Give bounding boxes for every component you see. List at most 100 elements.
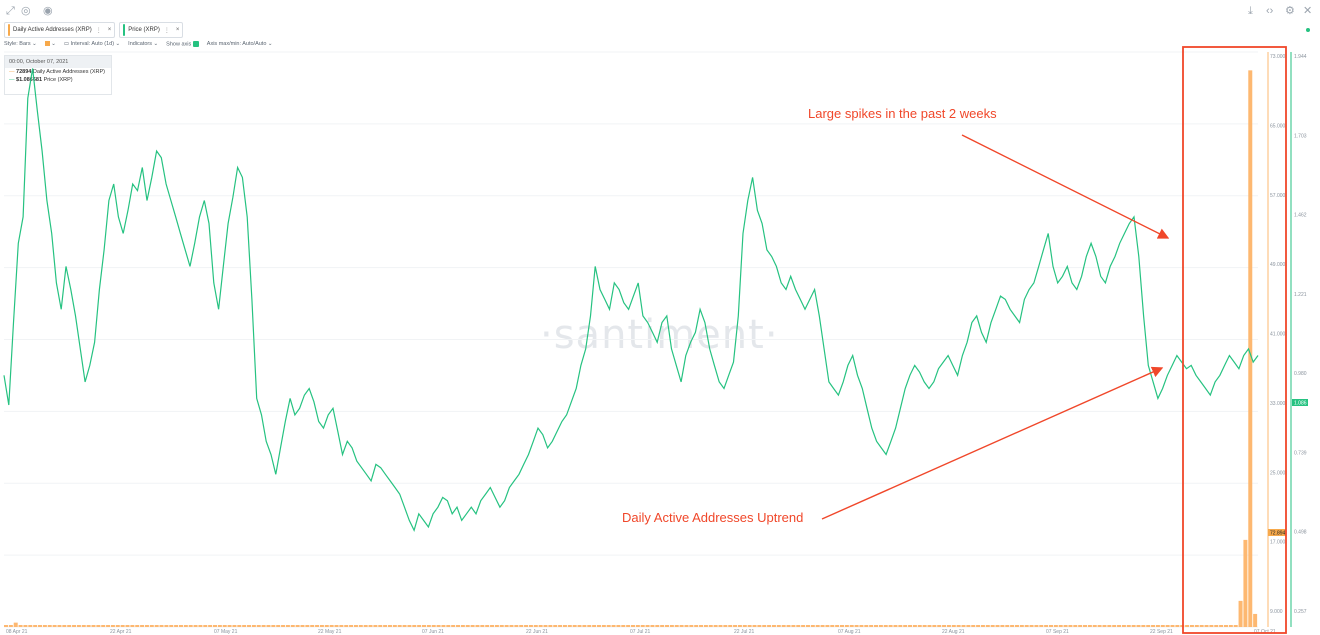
bar <box>728 625 733 627</box>
bar <box>363 625 368 627</box>
bar <box>1209 625 1214 627</box>
bar <box>339 625 344 627</box>
bar <box>47 625 52 627</box>
bar <box>543 625 548 627</box>
bar <box>261 625 266 627</box>
bar <box>23 625 28 627</box>
bar <box>81 625 86 627</box>
bar <box>101 625 106 627</box>
bar <box>524 625 529 627</box>
close-icon[interactable]: × <box>175 27 180 33</box>
eye-icon[interactable]: ◉ <box>43 5 53 17</box>
bar <box>587 625 592 627</box>
tab-price[interactable]: Price (XRP) ⋮ × <box>119 22 184 38</box>
bar <box>1058 625 1063 627</box>
bar <box>801 625 806 627</box>
bar <box>115 625 120 627</box>
bar <box>951 625 956 627</box>
bar <box>407 625 412 627</box>
bar <box>767 625 772 627</box>
bar <box>465 625 470 627</box>
bar <box>786 625 791 627</box>
bar <box>558 625 563 627</box>
interval-select[interactable]: ▭ Interval: Auto (1d) ⌄ <box>63 41 121 48</box>
legend-row-price: — $1.086681 Price (XRP) <box>5 76 111 84</box>
download-icon[interactable]: ⤓ <box>1248 5 1253 17</box>
bar <box>528 625 533 627</box>
y-right-tick-label: 1.462 <box>1294 213 1307 219</box>
bar <box>290 625 295 627</box>
bar <box>91 625 96 627</box>
bar <box>888 625 893 627</box>
more-icon[interactable]: ⋮ <box>163 27 170 34</box>
bar <box>1029 625 1034 627</box>
bar <box>149 625 154 627</box>
bar <box>1053 625 1058 627</box>
tab-daily-active-addresses[interactable]: Daily Active Addresses (XRP) ⋮ × <box>4 22 116 38</box>
bar <box>849 625 854 627</box>
annotation-uptrend: Daily Active Addresses Uptrend <box>622 510 804 525</box>
bar <box>669 625 674 627</box>
bar <box>266 625 271 627</box>
bar <box>1049 625 1053 627</box>
bar <box>106 625 111 627</box>
close-icon[interactable]: × <box>107 27 112 33</box>
bar <box>942 625 947 627</box>
bar <box>747 625 752 627</box>
bar <box>1185 625 1190 627</box>
interval-label: Interval: Auto (1d) <box>70 41 115 48</box>
legend-row-daa: — 72894 Daily Active Addresses (XRP) <box>5 68 111 76</box>
bar <box>242 625 247 627</box>
y-left-tick-label: 17.000 <box>1270 540 1286 546</box>
bar <box>713 625 718 627</box>
bar <box>1141 625 1146 627</box>
more-icon[interactable]: ⋮ <box>95 27 102 34</box>
bar <box>1117 625 1122 627</box>
axis-maxmin-select[interactable]: Axis max/min: Auto/Auto ⌄ <box>206 41 273 48</box>
bar <box>650 625 655 627</box>
bar <box>387 625 392 627</box>
indicators-label: Indicators <box>128 41 153 48</box>
gear-icon[interactable]: ⚙ <box>1285 5 1295 17</box>
bar <box>174 625 179 627</box>
bar <box>956 625 961 627</box>
show-axis-toggle[interactable]: Show axis <box>166 41 199 47</box>
bar <box>470 625 475 627</box>
bar <box>281 625 286 627</box>
x-tick-label: 22 Jun 21 <box>526 629 548 635</box>
bar <box>1112 625 1117 627</box>
embed-icon[interactable]: ‹› <box>1266 5 1274 17</box>
bar <box>164 625 169 627</box>
series-color-swatch <box>8 24 10 36</box>
x-tick-label: 07 Aug 21 <box>838 629 861 635</box>
bar <box>188 625 193 627</box>
settings-circle-icon[interactable]: ◎ <box>21 5 31 17</box>
bar <box>912 625 917 627</box>
bar <box>1010 625 1015 627</box>
bar <box>946 625 951 627</box>
expand-icon[interactable]: ⤢ <box>6 5 15 17</box>
bar <box>1243 539 1248 627</box>
bar <box>251 625 256 627</box>
bar <box>577 625 582 627</box>
bar <box>548 625 553 627</box>
green-dash-icon: — <box>9 77 15 83</box>
bar <box>694 625 699 627</box>
close-icon[interactable]: ✕ <box>1303 5 1313 17</box>
style-select[interactable]: Style: Bars ⌄ <box>4 41 37 48</box>
bar <box>1078 625 1083 627</box>
bar <box>305 625 310 627</box>
color-select[interactable]: ⌄ <box>44 41 56 47</box>
bar <box>553 625 558 627</box>
bar <box>626 625 631 627</box>
indicators-select[interactable]: Indicators ⌄ <box>128 41 159 48</box>
bar <box>932 625 937 627</box>
bar <box>611 625 616 627</box>
bar <box>908 625 913 627</box>
bar <box>334 625 339 627</box>
bar <box>990 625 995 627</box>
bar <box>980 625 985 627</box>
bar <box>1083 625 1088 627</box>
bar <box>1165 625 1170 627</box>
bar <box>509 625 514 627</box>
